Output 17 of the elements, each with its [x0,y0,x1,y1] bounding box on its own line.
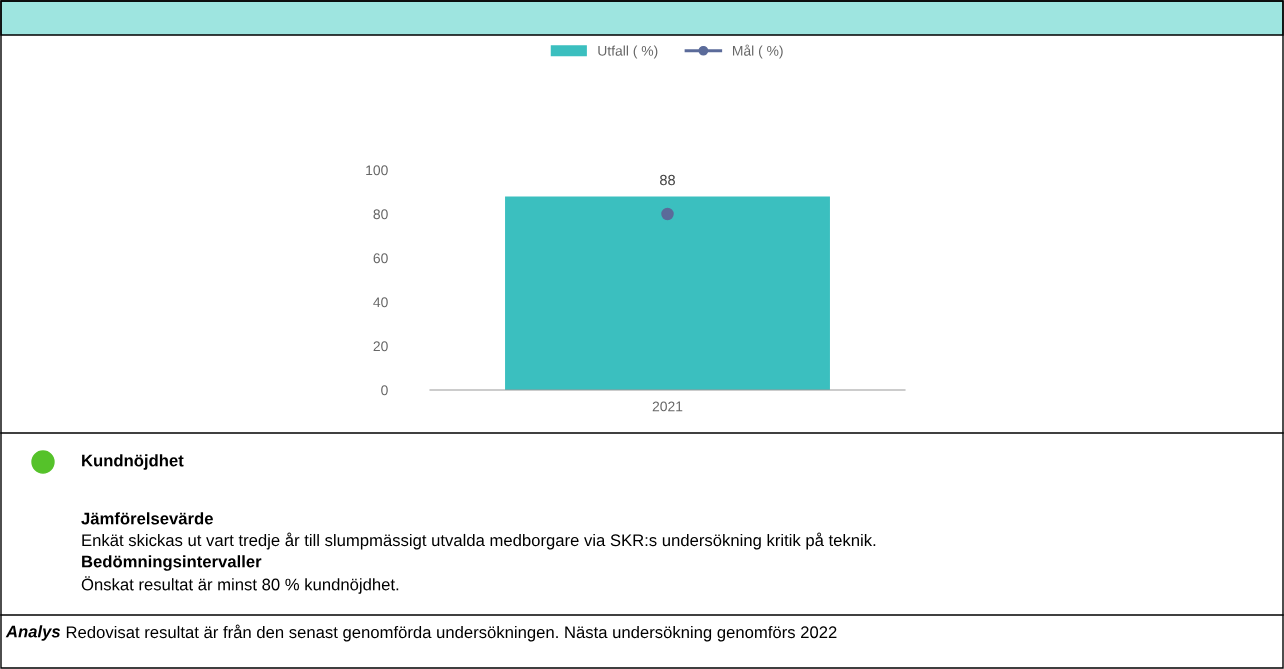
text: Enkät skickas ut vart tredje år till slumpmässigt utvalda medborgare via SKR:s undersökning kritik på teknik. [82,532,876,550]
y-tick-label: 40 [373,297,388,308]
y-tick-label: 60 [373,253,388,264]
legend-label: Utfall ( %) [598,45,658,59]
text: Bedömningsintervaller [82,555,262,571]
y-tick-label: 100 [366,165,388,176]
x-tick-label: 2021 [652,401,683,412]
text: Önskat resultat är minst 80 % kundnöjdhet. [81,576,399,594]
text: Kundnöjdhet [82,454,184,470]
y-tick-label: 80 [373,209,388,220]
data-label: 88 [660,174,675,186]
text: Analys [5,625,61,641]
y-tick-label: 0 [381,385,388,396]
text: Redovisat resultat är från den senast genomförda undersökningen. Nästa undersökning genomförs 2022 [66,624,837,642]
legend-label: Mål ( %) [732,44,783,59]
y-tick-label: 20 [373,341,388,352]
text: Jämförelsevärde [81,512,213,525]
